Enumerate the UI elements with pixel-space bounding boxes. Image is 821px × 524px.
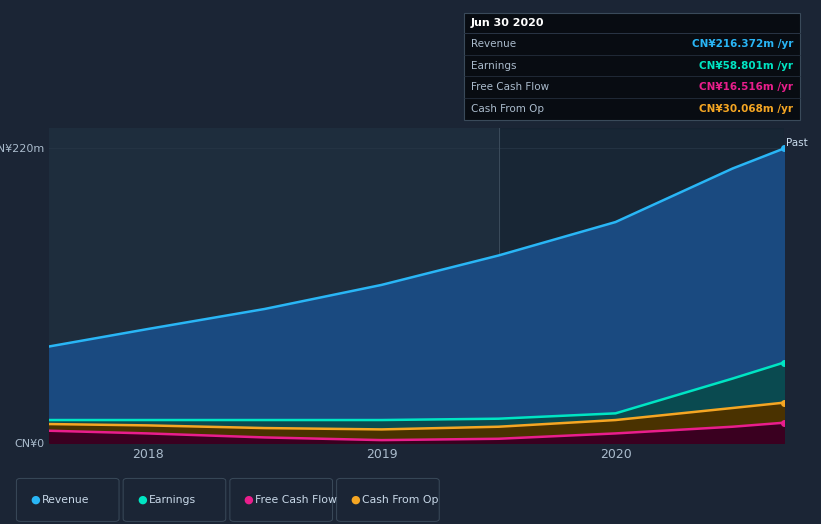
Text: ●: ● [137,495,147,505]
Text: Earnings: Earnings [149,495,195,505]
Text: Free Cash Flow: Free Cash Flow [255,495,337,505]
Text: ●: ● [244,495,254,505]
Text: CN¥58.801m /yr: CN¥58.801m /yr [699,61,793,71]
Text: Jun 30 2020: Jun 30 2020 [470,18,544,28]
Text: CN¥216.372m /yr: CN¥216.372m /yr [692,39,793,49]
Text: Earnings: Earnings [470,61,516,71]
Bar [498,128,784,443]
Text: CN¥16.516m /yr: CN¥16.516m /yr [699,82,793,92]
Text: CN¥30.068m /yr: CN¥30.068m /yr [699,104,793,114]
Text: Revenue: Revenue [42,495,89,505]
Text: ●: ● [351,495,360,505]
Text: ●: ● [30,495,40,505]
Text: Cash From Op: Cash From Op [470,104,544,114]
Text: Revenue: Revenue [470,39,516,49]
Text: Past: Past [786,138,807,148]
Text: Cash From Op: Cash From Op [362,495,438,505]
Text: Free Cash Flow: Free Cash Flow [470,82,548,92]
